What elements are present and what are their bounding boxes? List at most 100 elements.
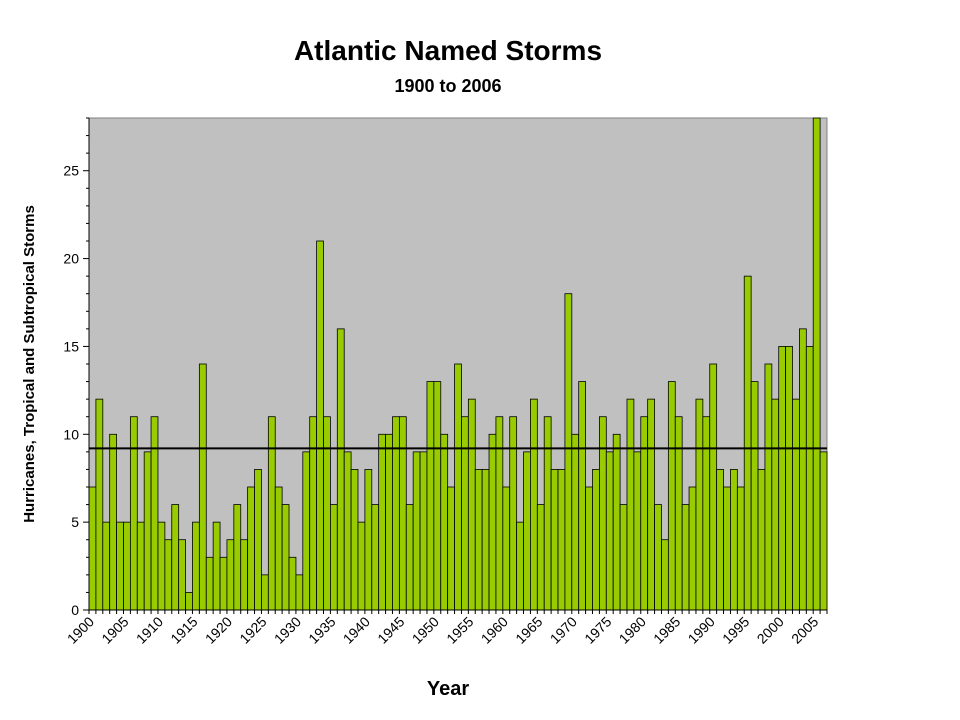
bar-1989 xyxy=(702,416,711,611)
x-tick-label: 1995 xyxy=(719,613,752,646)
bar-1930 xyxy=(295,574,304,611)
y-tick-label: 5 xyxy=(71,514,79,530)
bar-1985 xyxy=(674,416,683,611)
bar-1968 xyxy=(557,469,566,611)
bar-1933 xyxy=(316,240,324,611)
bar-1932 xyxy=(309,416,318,611)
bar-1946 xyxy=(405,504,414,611)
x-tick-label: 1960 xyxy=(478,613,511,646)
y-tick-label: 10 xyxy=(63,426,79,442)
bar-1908 xyxy=(143,451,152,611)
bar-1973 xyxy=(592,469,600,611)
bar-2004 xyxy=(805,346,814,611)
bar-1905 xyxy=(123,521,131,611)
x-tick-label: 1915 xyxy=(167,613,200,646)
bar-1980 xyxy=(640,416,649,611)
bar-1927 xyxy=(274,486,283,611)
bar-1997 xyxy=(757,469,766,611)
bar-1955 xyxy=(467,398,476,611)
bar-1950 xyxy=(433,381,442,611)
bar-1960 xyxy=(502,486,511,611)
bar-1914 xyxy=(185,592,193,611)
x-tick-label: 1955 xyxy=(443,613,476,646)
bar-1994 xyxy=(736,486,745,611)
x-tick-label: 1940 xyxy=(340,613,373,646)
bar-1996 xyxy=(750,381,759,611)
x-tick-label: 1990 xyxy=(685,613,718,646)
x-tick-label: 2005 xyxy=(788,613,821,646)
x-tick-label: 1925 xyxy=(236,613,269,646)
bar-1942 xyxy=(378,433,386,611)
bar-1911 xyxy=(164,539,173,611)
x-axis: 1900 1905 1910 1915 1920 1925 1930 1935 1940 1945… xyxy=(64,609,828,647)
bar-1948 xyxy=(419,451,428,611)
x-tick-label: 1965 xyxy=(512,613,545,646)
bar-1907 xyxy=(136,521,145,611)
x-tick-label: 1980 xyxy=(616,613,649,646)
bar-2001 xyxy=(785,346,793,611)
bar-2005 xyxy=(812,117,821,611)
bar-1993 xyxy=(730,469,738,611)
bar-1921 xyxy=(233,504,242,611)
bar-1915 xyxy=(192,521,200,611)
y-axis-title: Hurricanes, Tropical and Subtropical Sto… xyxy=(21,205,38,523)
bar-2000 xyxy=(778,346,787,611)
bar-1981 xyxy=(647,398,655,611)
bar-1917 xyxy=(205,556,214,611)
bar-1920 xyxy=(226,539,235,611)
bar-1910 xyxy=(157,521,166,611)
bar-1912 xyxy=(171,504,180,611)
y-tick-label: 15 xyxy=(63,338,79,354)
bar-1937 xyxy=(343,451,352,611)
x-tick-label: 1930 xyxy=(271,613,304,646)
bar-1977 xyxy=(619,504,628,611)
bar-1919 xyxy=(219,556,228,611)
bar-1999 xyxy=(771,398,780,611)
bar-1995 xyxy=(743,275,752,611)
bar-1949 xyxy=(426,381,435,611)
chart-title: Atlantic Named Storms xyxy=(294,35,602,66)
bar-1934 xyxy=(323,416,331,611)
bar-1987 xyxy=(688,486,697,611)
bar-1972 xyxy=(585,486,593,611)
x-tick-label: 1935 xyxy=(305,613,338,646)
bar-1964 xyxy=(530,398,538,611)
bar-1922 xyxy=(240,539,249,611)
bar-1961 xyxy=(509,416,518,611)
bar-2006 xyxy=(819,451,828,611)
bar-1951 xyxy=(440,433,449,611)
bar-1957 xyxy=(481,469,490,611)
bar-1986 xyxy=(681,504,690,611)
x-tick-label: 1910 xyxy=(133,613,166,646)
x-tick-label: 1970 xyxy=(547,613,580,646)
bar-1931 xyxy=(302,451,311,611)
bar-1936 xyxy=(336,328,345,611)
bar-1953 xyxy=(454,363,462,611)
bar-1959 xyxy=(495,416,504,611)
bar-1975 xyxy=(605,451,614,611)
bar-1943 xyxy=(385,433,393,611)
bar-1990 xyxy=(709,363,718,611)
y-axis: 0 5 10 15 20 25 xyxy=(63,117,90,618)
bar-1962 xyxy=(516,521,524,611)
bar-1903 xyxy=(109,433,117,611)
bar-1983 xyxy=(661,539,669,611)
bar-1998 xyxy=(764,363,773,611)
bar-1969 xyxy=(564,293,573,611)
bar-1979 xyxy=(633,451,642,611)
x-tick-label: 1920 xyxy=(202,613,235,646)
bar-1929 xyxy=(288,556,297,611)
x-tick-label: 1905 xyxy=(98,613,131,646)
bar-1971 xyxy=(578,381,587,611)
y-tick-label: 25 xyxy=(63,163,79,179)
bar-1925 xyxy=(261,574,269,611)
bar-1924 xyxy=(254,469,262,611)
bar-1938 xyxy=(350,469,359,611)
x-tick-label: 1900 xyxy=(64,613,97,646)
bar-1928 xyxy=(281,504,290,611)
bar-1923 xyxy=(247,486,255,611)
bar-1900 xyxy=(88,486,97,611)
bar-1988 xyxy=(695,398,704,611)
bar-1941 xyxy=(371,504,380,611)
bar-1976 xyxy=(612,433,621,611)
